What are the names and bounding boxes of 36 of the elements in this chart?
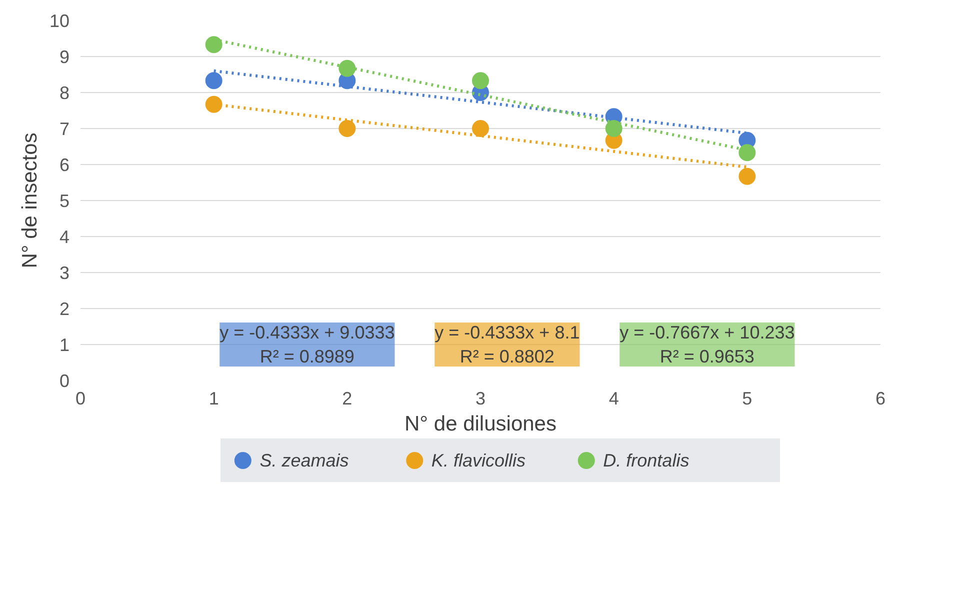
x-tick-label: 4 — [608, 388, 619, 408]
legend-label: S. zeamais — [260, 450, 349, 470]
y-tick-label: 6 — [59, 155, 70, 175]
y-tick-label: 0 — [59, 371, 70, 391]
x-tick-label: 2 — [342, 388, 352, 408]
point — [472, 72, 489, 90]
x-tick-label: 3 — [475, 388, 486, 408]
annotation: y = -0.4333x + 9.0333 R² = 0.8989 — [220, 322, 395, 366]
annotation: y = -0.7667x + 10.233 R² = 0.9653 — [620, 322, 795, 366]
point — [472, 120, 489, 137]
point — [338, 120, 356, 137]
point — [338, 60, 356, 77]
y-tick-label: 8 — [59, 83, 70, 103]
legend-label: D. frontalis — [603, 450, 690, 470]
y-tick-label: 10 — [49, 11, 70, 31]
y-axis-title: N° de insectos — [18, 132, 42, 268]
x-tick-label: 1 — [208, 388, 219, 408]
y-tick-label: 4 — [59, 227, 70, 247]
y-tick-label: 3 — [59, 263, 70, 283]
x-axis-title: N° de dilusiones — [404, 412, 556, 436]
point — [605, 120, 622, 137]
y-tick-label: 7 — [59, 119, 70, 139]
point — [738, 168, 756, 185]
annotation: y = -0.4333x + 8.1 R² = 0.8802 — [434, 322, 580, 366]
y-tick-label: 1 — [59, 335, 70, 355]
x-tick-label: 5 — [742, 388, 752, 408]
y-tick-label: 9 — [59, 47, 70, 67]
y-tick-label: 2 — [59, 299, 70, 319]
legend-label: K. flavicollis — [431, 450, 526, 470]
point — [205, 36, 222, 54]
point — [205, 96, 222, 113]
x-tick-label: 0 — [75, 388, 86, 408]
point — [738, 144, 756, 162]
y-tick-label: 5 — [59, 191, 70, 211]
point — [205, 72, 222, 90]
x-tick-label: 6 — [875, 388, 886, 408]
